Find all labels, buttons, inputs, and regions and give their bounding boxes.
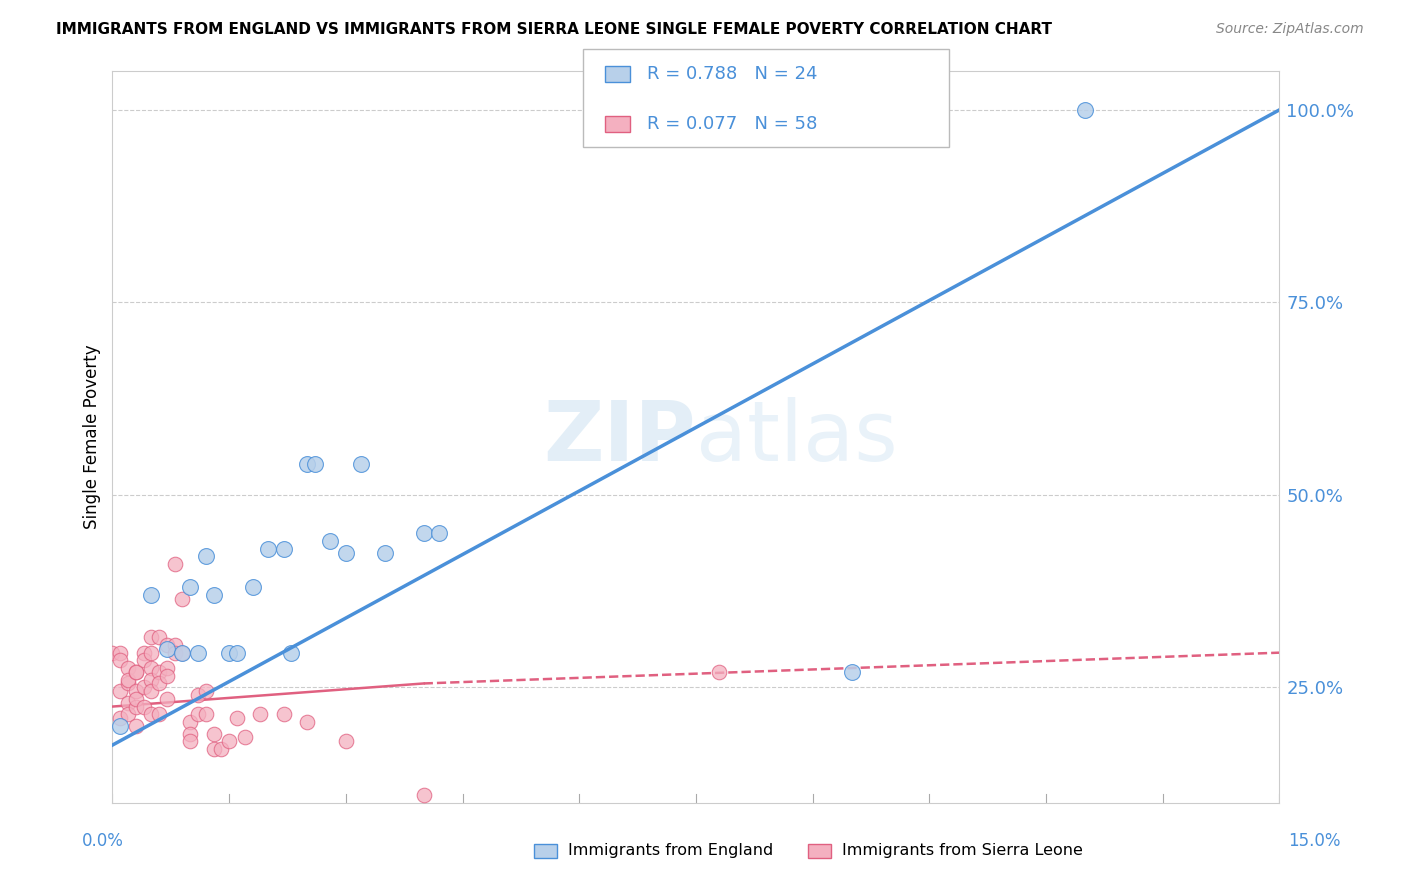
Point xyxy=(295,457,318,471)
Text: ZIP: ZIP xyxy=(544,397,696,477)
Point xyxy=(172,646,194,660)
Point xyxy=(125,699,148,714)
Point xyxy=(156,691,179,706)
Point xyxy=(163,638,186,652)
Point xyxy=(179,726,201,740)
Point xyxy=(148,676,170,690)
Point xyxy=(280,646,302,660)
Point xyxy=(117,707,139,722)
Point xyxy=(125,665,148,679)
Text: 0.0%: 0.0% xyxy=(82,832,124,850)
Point xyxy=(273,541,295,556)
Point xyxy=(233,731,256,745)
Point xyxy=(125,665,148,679)
Point xyxy=(209,742,232,756)
Point xyxy=(319,534,342,549)
Point xyxy=(156,641,179,656)
Point xyxy=(350,457,373,471)
Point xyxy=(110,653,132,667)
Point xyxy=(110,646,132,660)
Point xyxy=(179,714,201,729)
Point xyxy=(117,673,139,687)
Point xyxy=(141,707,163,722)
Point xyxy=(110,684,132,698)
Text: 15.0%: 15.0% xyxy=(1288,832,1341,850)
Point xyxy=(709,665,731,679)
Text: atlas: atlas xyxy=(696,397,897,477)
Point xyxy=(172,591,194,606)
Point xyxy=(374,545,396,559)
Point xyxy=(110,711,132,725)
Point xyxy=(187,688,209,702)
Point xyxy=(117,661,139,675)
Point xyxy=(187,646,209,660)
Point xyxy=(226,646,249,660)
Point xyxy=(148,707,170,722)
Point xyxy=(132,653,155,667)
Point xyxy=(141,646,163,660)
Point xyxy=(125,691,148,706)
Point xyxy=(194,549,217,564)
Point xyxy=(156,638,179,652)
Point xyxy=(110,719,132,733)
Point xyxy=(141,630,163,644)
Point xyxy=(163,646,186,660)
Point xyxy=(117,696,139,710)
Point xyxy=(148,630,170,644)
Text: Immigrants from Sierra Leone: Immigrants from Sierra Leone xyxy=(842,844,1083,858)
Point xyxy=(148,665,170,679)
Point xyxy=(242,580,264,594)
Point xyxy=(273,707,295,722)
Point xyxy=(141,673,163,687)
Point xyxy=(202,588,225,602)
Point xyxy=(257,541,280,556)
Text: Source: ZipAtlas.com: Source: ZipAtlas.com xyxy=(1216,22,1364,37)
Point xyxy=(226,711,249,725)
Point xyxy=(141,588,163,602)
Point xyxy=(125,684,148,698)
Point xyxy=(335,734,357,748)
Text: Immigrants from England: Immigrants from England xyxy=(568,844,773,858)
Point xyxy=(179,734,201,748)
Point xyxy=(202,726,225,740)
Point xyxy=(141,661,163,675)
Point xyxy=(172,646,194,660)
Point xyxy=(249,707,271,722)
Point xyxy=(125,719,148,733)
Point xyxy=(202,742,225,756)
Point xyxy=(141,684,163,698)
Point xyxy=(412,788,434,802)
Text: R = 0.077   N = 58: R = 0.077 N = 58 xyxy=(647,115,817,133)
Text: IMMIGRANTS FROM ENGLAND VS IMMIGRANTS FROM SIERRA LEONE SINGLE FEMALE POVERTY CO: IMMIGRANTS FROM ENGLAND VS IMMIGRANTS FR… xyxy=(56,22,1052,37)
Point xyxy=(841,665,863,679)
Point xyxy=(1074,103,1097,117)
Point xyxy=(304,457,326,471)
Point xyxy=(101,646,124,660)
Point xyxy=(412,526,434,541)
Point xyxy=(218,734,240,748)
Point xyxy=(156,669,179,683)
Point xyxy=(132,699,155,714)
Text: R = 0.788   N = 24: R = 0.788 N = 24 xyxy=(647,65,817,83)
Point xyxy=(218,646,240,660)
Point xyxy=(335,545,357,559)
Point xyxy=(194,684,217,698)
Point xyxy=(179,580,201,594)
Point xyxy=(163,557,186,571)
Point xyxy=(187,707,209,722)
Point xyxy=(132,681,155,695)
Point xyxy=(427,526,450,541)
Point xyxy=(132,646,155,660)
Y-axis label: Single Female Poverty: Single Female Poverty xyxy=(83,345,101,529)
Point xyxy=(295,714,318,729)
Point xyxy=(194,707,217,722)
Point xyxy=(156,661,179,675)
Point xyxy=(117,676,139,690)
